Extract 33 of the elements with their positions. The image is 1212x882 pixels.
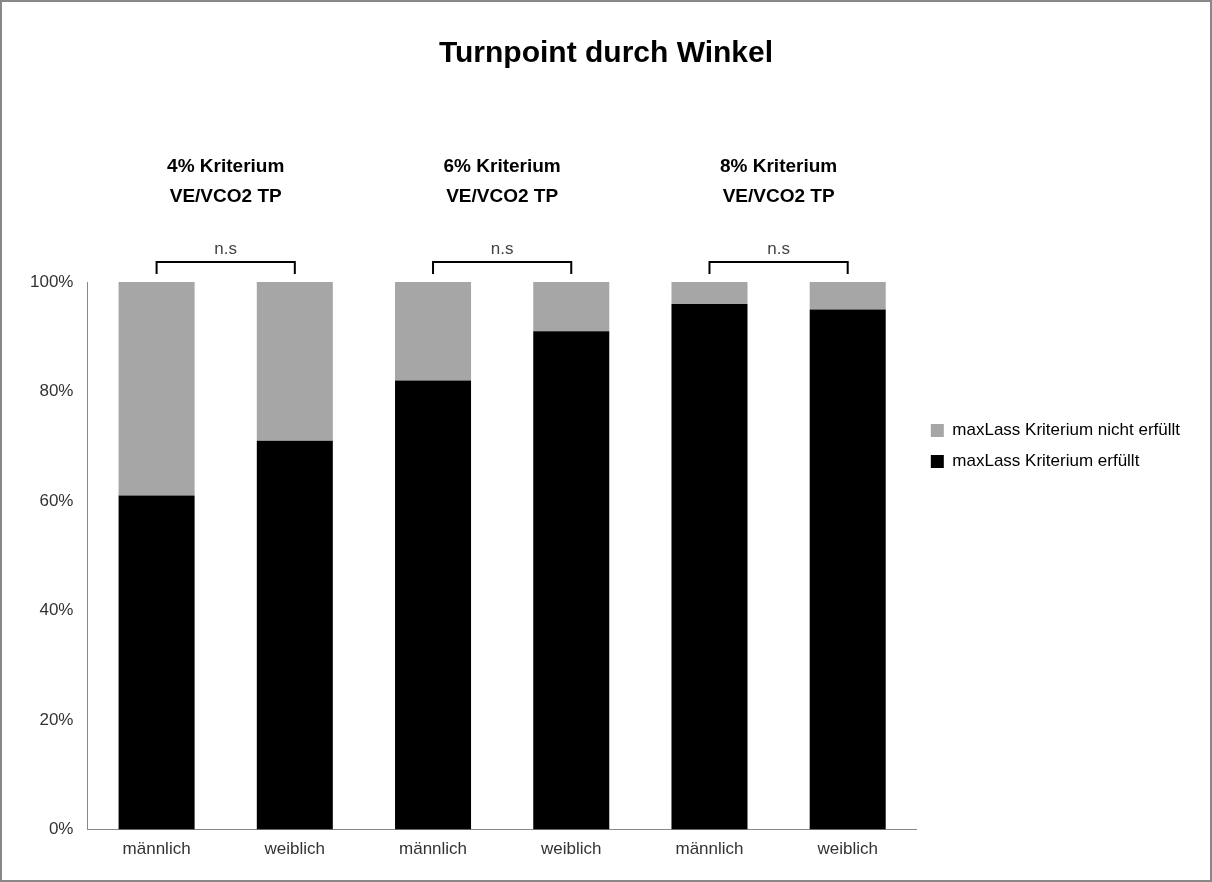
legend-label: maxLass Kriterium nicht erfüllt — [952, 420, 1181, 440]
x-tick-label: weiblich — [263, 839, 326, 859]
y-tick-label: 0% — [48, 819, 74, 839]
bar — [533, 282, 610, 332]
x-tick-label: weiblich — [816, 839, 878, 859]
x-tick-label: männlich — [122, 839, 191, 859]
bar — [256, 282, 333, 441]
bar — [395, 282, 472, 381]
text: n.s — [214, 239, 238, 258]
bar — [118, 495, 195, 830]
y-tick-label: 40% — [39, 600, 74, 620]
y-tick-label: 20% — [39, 709, 74, 729]
bar — [533, 331, 610, 830]
bar — [809, 309, 886, 830]
text: n.s — [767, 239, 790, 258]
chart-title: Turnpoint durch Winkel — [438, 35, 774, 69]
bar — [118, 282, 195, 496]
y-tick-label: 80% — [39, 381, 74, 401]
y-tick-label: 100% — [30, 271, 74, 291]
text: n.s — [490, 239, 514, 258]
x-tick-label: männlich — [399, 839, 468, 859]
bar — [395, 380, 472, 830]
bar — [671, 303, 748, 830]
x-tick-label: weiblich — [540, 839, 602, 859]
bar — [671, 282, 748, 304]
text: 6% Kriterium VE/VCO2 TP — [443, 155, 561, 206]
text: 4% Kriterium VE/VCO2 TP — [167, 155, 285, 206]
x-tick-label: männlich — [675, 839, 744, 859]
bar — [256, 440, 333, 830]
bar — [809, 282, 886, 310]
legend-label: maxLass Kriterium erfüllt — [952, 451, 1140, 471]
text: 8% Kriterium VE/VCO2 TP — [719, 155, 838, 206]
y-tick-label: 60% — [39, 490, 74, 510]
